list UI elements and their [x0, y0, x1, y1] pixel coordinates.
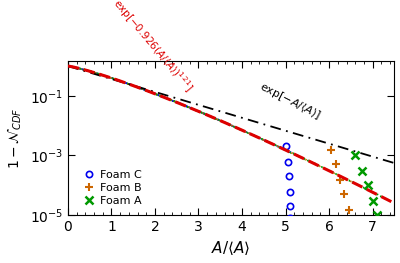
Foam A [375, 214, 380, 217]
Foam B [349, 222, 354, 226]
Foam A [353, 154, 358, 157]
Text: $\exp[-A/\langle A\rangle]$: $\exp[-A/\langle A\rangle]$ [257, 79, 324, 122]
Foam C [288, 216, 293, 220]
Foam B [342, 193, 347, 196]
Text: $\exp[-0.926(A/\langle A\rangle)^{1.21}]$: $\exp[-0.926(A/\langle A\rangle)^{1.21}]… [109, 0, 196, 95]
Y-axis label: $1 - \mathcal{N}_{CDF}$: $1 - \mathcal{N}_{CDF}$ [6, 107, 24, 169]
Foam A [359, 169, 364, 173]
Foam B [351, 234, 356, 237]
Foam C [288, 204, 292, 208]
Foam C [286, 175, 291, 178]
Line: Foam C: Foam C [283, 143, 294, 234]
Foam C [285, 160, 290, 164]
Foam C [287, 190, 292, 193]
Foam C [284, 145, 289, 148]
Foam B [333, 163, 338, 166]
Foam A [383, 234, 388, 237]
X-axis label: $A/\langle A\rangle$: $A/\langle A\rangle$ [212, 239, 251, 257]
Foam B [329, 149, 334, 152]
Legend: Foam C, Foam B, Foam A: Foam C, Foam B, Foam A [80, 168, 144, 208]
Foam A [366, 184, 371, 187]
Line: Foam B: Foam B [327, 146, 357, 240]
Foam A [379, 225, 384, 229]
Foam B [338, 178, 342, 181]
Foam B [346, 208, 351, 211]
Foam C [288, 229, 293, 232]
Foam A [370, 199, 375, 203]
Line: Foam A: Foam A [352, 151, 390, 240]
